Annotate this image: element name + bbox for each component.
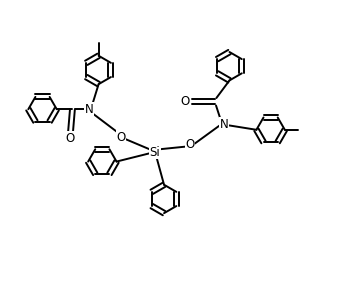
Text: Si: Si <box>149 146 160 159</box>
Text: N: N <box>219 118 228 131</box>
Text: O: O <box>116 131 126 144</box>
Text: O: O <box>65 132 74 145</box>
Text: O: O <box>181 95 190 108</box>
Text: O: O <box>185 138 195 151</box>
Text: N: N <box>85 103 94 116</box>
